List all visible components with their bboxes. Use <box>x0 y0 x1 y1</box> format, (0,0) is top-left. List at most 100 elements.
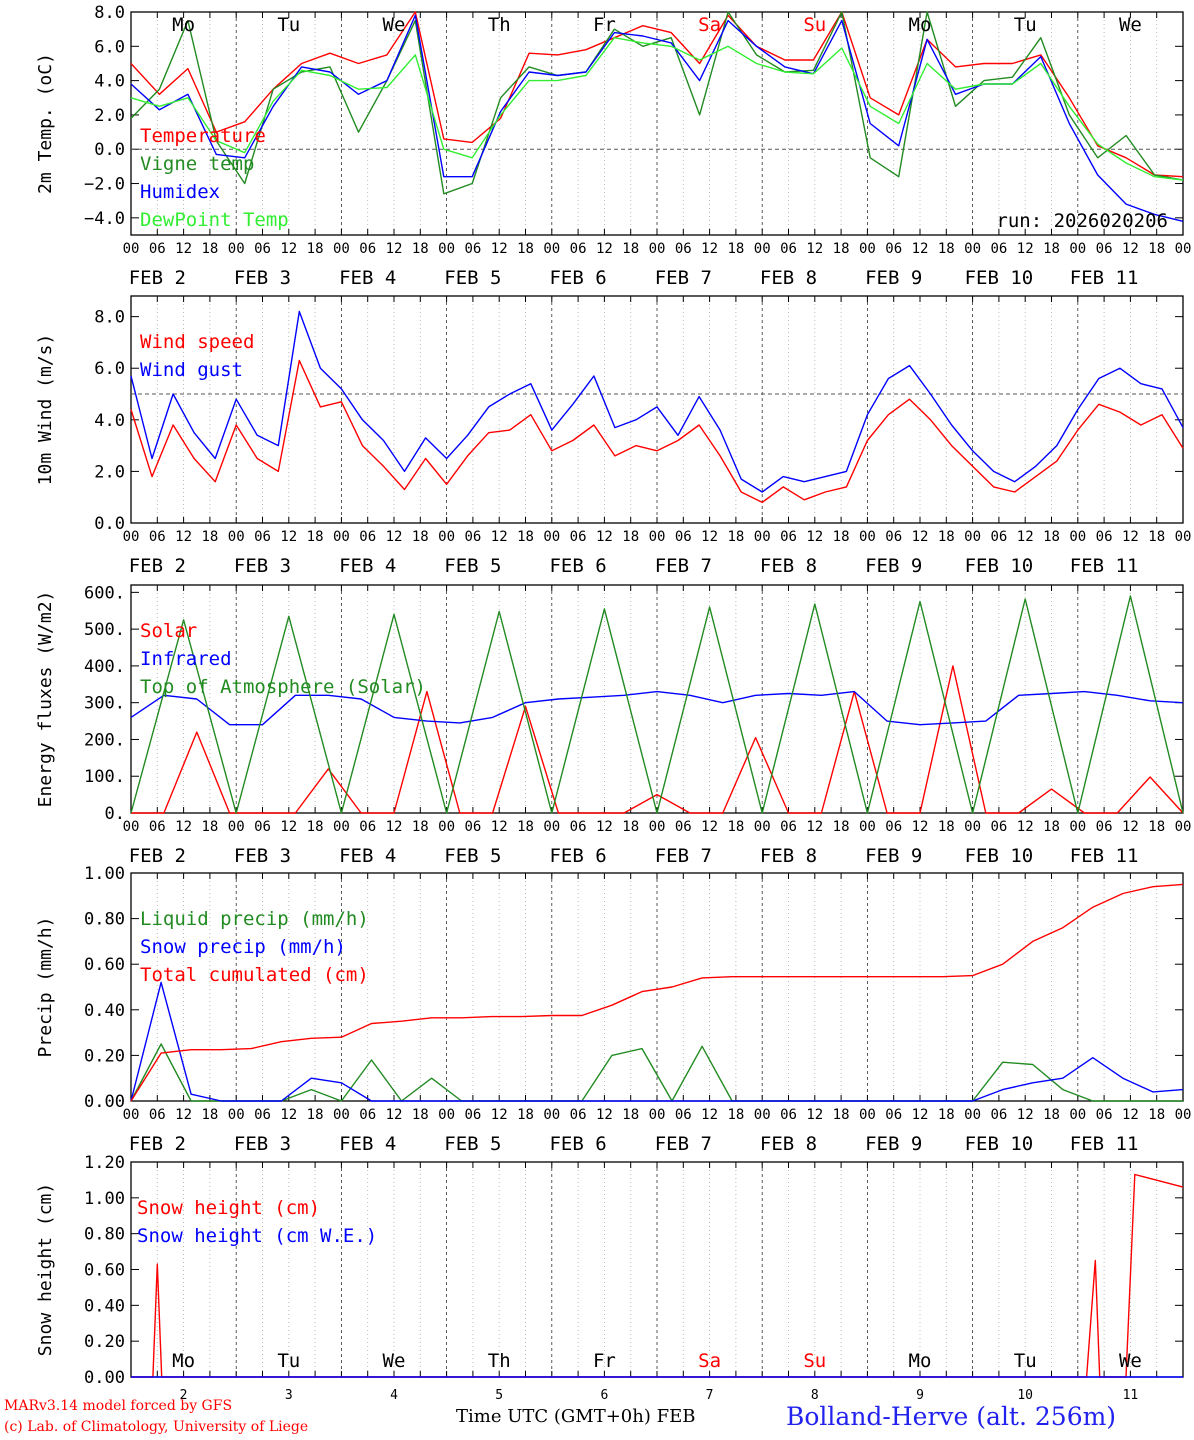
day-number-label: 8 <box>811 1388 819 1403</box>
hour-tick-label: 06 <box>254 529 271 545</box>
hour-tick-label: 06 <box>675 819 692 835</box>
hour-tick-label: 06 <box>149 241 166 257</box>
day-number-label: 5 <box>495 1388 503 1403</box>
date-label: FEB 9 <box>865 555 922 577</box>
hour-tick-label: 12 <box>491 1107 508 1123</box>
date-label: FEB 2 <box>129 845 186 867</box>
y-tick-label: 6.0 <box>94 359 125 379</box>
series-line-total-cumulated-cm- <box>130 883 1184 1102</box>
legend-entry: Total cumulated (cm) <box>140 964 369 986</box>
hour-tick-label: 06 <box>254 819 271 835</box>
hour-tick-label: 06 <box>570 529 587 545</box>
hour-tick-label: 00 <box>1175 529 1192 545</box>
hour-tick-label: 00 <box>754 241 771 257</box>
date-label: FEB 8 <box>760 845 817 867</box>
day-label: Sa <box>698 1350 721 1372</box>
hour-tick-label: 00 <box>228 819 245 835</box>
day-label: Tu <box>1014 14 1037 36</box>
hour-tick-label: 00 <box>333 241 350 257</box>
hour-tick-label: 12 <box>491 819 508 835</box>
hour-tick-label: 18 <box>727 1107 744 1123</box>
hour-tick-label: 06 <box>1096 529 1113 545</box>
day-label: We <box>383 1350 406 1372</box>
date-label: FEB 3 <box>234 555 291 577</box>
y-tick-label: −4.0 <box>84 209 125 229</box>
y-axis-label: 2m Temp. (oC) <box>35 53 56 194</box>
date-label: FEB 6 <box>549 1133 606 1155</box>
series-line-solar <box>131 665 1184 814</box>
series-line-wind-gust <box>130 310 1184 493</box>
hour-tick-label: 12 <box>386 529 403 545</box>
day-label: Mo <box>909 1350 932 1372</box>
y-tick-label: 0.0 <box>94 140 125 160</box>
date-label: FEB 4 <box>339 845 396 867</box>
hour-tick-label: 00 <box>964 1107 981 1123</box>
date-label: FEB 7 <box>655 1133 712 1155</box>
y-tick-label: 2.0 <box>94 462 125 482</box>
hour-tick-label: 12 <box>596 529 613 545</box>
date-label: FEB 11 <box>1070 845 1139 867</box>
hour-tick-label: 18 <box>1148 819 1165 835</box>
y-tick-label: −2.0 <box>84 175 125 195</box>
hour-tick-label: 12 <box>1122 819 1139 835</box>
hour-tick-label: 06 <box>359 1107 376 1123</box>
hour-tick-label: 00 <box>228 529 245 545</box>
hour-tick-label: 06 <box>359 819 376 835</box>
day-label: Su <box>803 14 826 36</box>
hour-tick-label: 06 <box>780 529 797 545</box>
legend-entry: Infrared <box>140 648 232 670</box>
y-tick-label: 4.0 <box>94 72 125 92</box>
date-label: FEB 10 <box>965 267 1034 289</box>
hour-tick-label: 00 <box>543 241 560 257</box>
legend-entry: Liquid precip (mm/h) <box>140 908 369 930</box>
hour-tick-label: 06 <box>1096 819 1113 835</box>
hour-tick-label: 00 <box>123 819 140 835</box>
date-label: FEB 11 <box>1070 555 1139 577</box>
hour-tick-label: 00 <box>1175 819 1192 835</box>
date-label: FEB 3 <box>234 267 291 289</box>
series-line-infrared <box>130 690 1184 726</box>
day-label: We <box>383 14 406 36</box>
hour-tick-label: 12 <box>596 241 613 257</box>
hour-tick-label: 18 <box>1148 529 1165 545</box>
date-label: FEB 3 <box>234 845 291 867</box>
hour-tick-label: 18 <box>622 241 639 257</box>
date-label: FEB 5 <box>444 1133 501 1155</box>
hour-tick-label: 18 <box>307 819 324 835</box>
y-tick-label: 300. <box>84 694 125 714</box>
hour-tick-label: 12 <box>1017 819 1034 835</box>
date-label: FEB 4 <box>339 555 396 577</box>
hour-tick-label: 18 <box>517 241 534 257</box>
hour-tick-label: 00 <box>964 241 981 257</box>
y-tick-label: 0.00 <box>84 1092 125 1112</box>
legend-entry: Snow height (cm W.E.) <box>137 1225 377 1247</box>
hour-tick-label: 00 <box>754 1107 771 1123</box>
series-line-dewpoint-temp <box>130 37 1184 181</box>
hour-tick-label: 00 <box>228 1107 245 1123</box>
y-tick-label: 400. <box>84 657 125 677</box>
hour-tick-label: 18 <box>1148 241 1165 257</box>
hour-tick-label: 00 <box>1069 1107 1086 1123</box>
hour-tick-label: 06 <box>570 819 587 835</box>
date-label: FEB 11 <box>1070 267 1139 289</box>
hour-tick-label: 00 <box>333 529 350 545</box>
hour-tick-label: 00 <box>543 819 560 835</box>
date-label: FEB 5 <box>444 555 501 577</box>
hour-tick-label: 12 <box>1017 1107 1034 1123</box>
hour-tick-label: 18 <box>517 1107 534 1123</box>
hour-tick-label: 12 <box>1017 529 1034 545</box>
y-tick-label: 8.0 <box>94 308 125 328</box>
series-line-wind-speed <box>130 359 1184 504</box>
date-label: FEB 5 <box>444 845 501 867</box>
date-label: FEB 3 <box>234 1133 291 1155</box>
legend-entry: Wind gust <box>140 359 243 381</box>
y-tick-label: 100. <box>84 767 125 787</box>
hour-tick-label: 12 <box>1122 1107 1139 1123</box>
hour-tick-label: 18 <box>412 241 429 257</box>
hour-tick-label: 18 <box>727 529 744 545</box>
y-tick-label: 0.80 <box>84 1225 125 1245</box>
y-axis-label: Energy fluxes (W/m2) <box>35 591 56 808</box>
hour-tick-label: 18 <box>307 529 324 545</box>
hour-tick-label: 18 <box>938 241 955 257</box>
hour-tick-label: 12 <box>701 1107 718 1123</box>
